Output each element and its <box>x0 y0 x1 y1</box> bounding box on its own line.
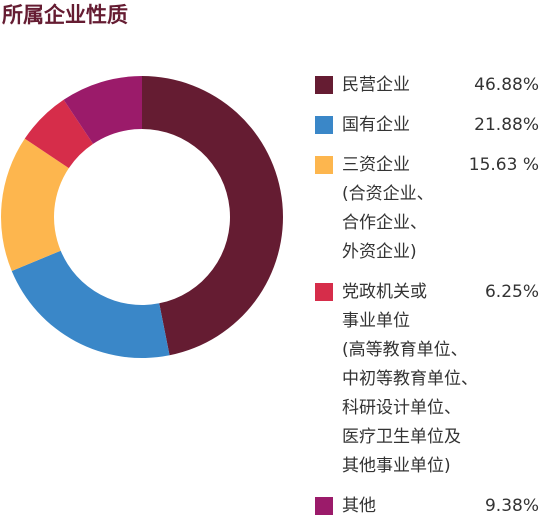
donut-slice <box>142 76 283 356</box>
legend-swatch <box>315 497 333 515</box>
legend-label: 三资企业(合资企业、合作企业、外资企业) <box>342 155 434 262</box>
legend-label: 其他 <box>342 496 376 516</box>
chart-title: 所属企业性质 <box>2 3 128 27</box>
value-label: 9.38% <box>485 496 539 516</box>
legend-label: 民营企业 <box>342 75 410 95</box>
donut-slice <box>24 99 94 169</box>
donut-slice <box>11 250 170 358</box>
legend-label: 党政机关或事业单位(高等教育单位、中初等教育单位、科研设计单位、医疗卫生单位及其… <box>342 282 478 476</box>
legend-swatch <box>315 283 333 301</box>
value-label: 6.25% <box>485 282 539 302</box>
legend-swatch <box>315 76 333 94</box>
legend-swatch <box>315 156 333 174</box>
legend-label: 国有企业 <box>342 115 410 135</box>
value-label: 15.63 % <box>469 155 539 175</box>
value-label: 21.88% <box>474 115 539 135</box>
value-label: 46.88% <box>474 75 539 95</box>
legend-swatch <box>315 116 333 134</box>
donut-slice <box>63 76 142 144</box>
donut-slice <box>1 138 69 271</box>
